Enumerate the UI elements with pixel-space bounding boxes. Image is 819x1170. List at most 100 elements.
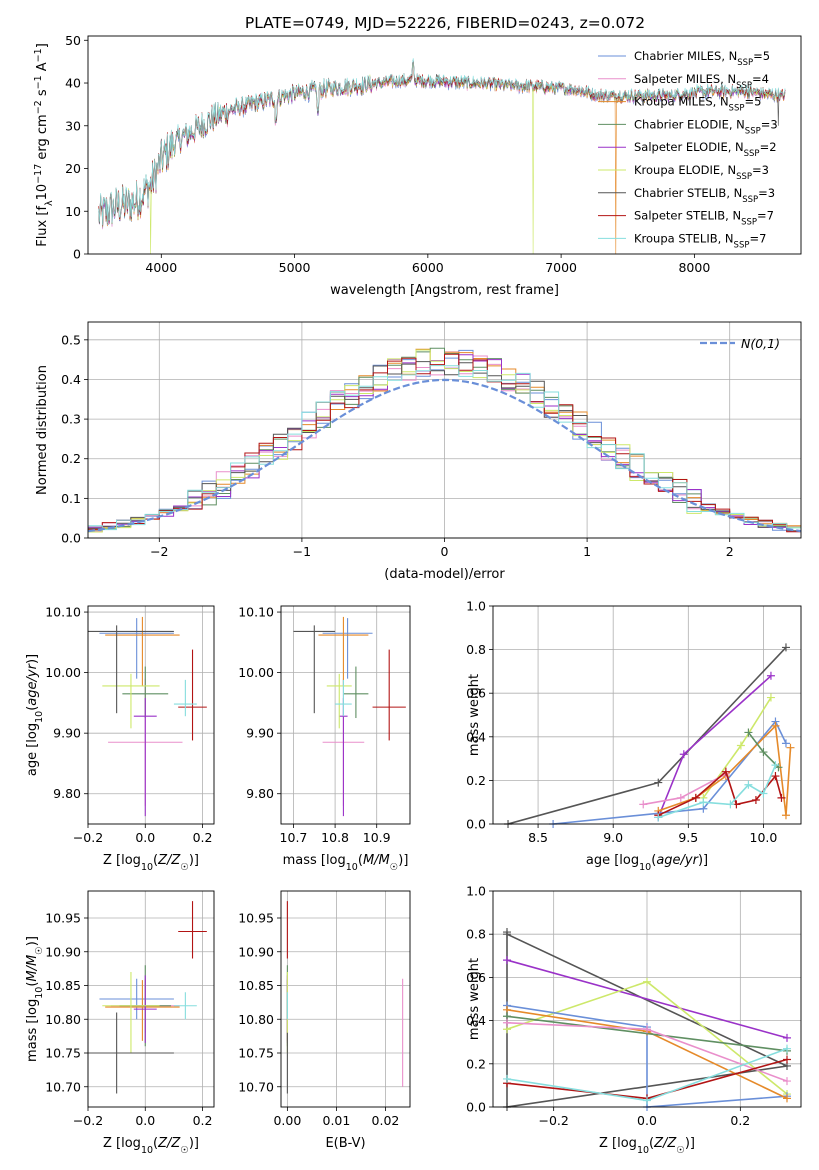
x-tick-label: 2 [726,544,734,559]
x-axis-label: wavelength [Angstrom, rest frame] [330,283,559,298]
y-tick-label: 10.00 [238,665,274,680]
y-tick-label: 0.6 [466,686,486,701]
axes-frame [280,605,411,825]
y-tick-label: 10.10 [45,605,81,620]
y-tick-label: 0.2 [466,773,486,788]
y-tick-label: 0.0 [466,1100,486,1115]
y-tick-label: 0.3 [61,412,81,427]
weight-marker-kroupa_miles [771,721,780,730]
legend-entry: Kroupa ELODIE, NSSP=3 [634,163,769,182]
weight-marker-kroupa_miles [781,811,790,820]
axes-frame [87,321,802,539]
age-vs-mass-panel: 10.7 10.8 10.9 9.80 9.90 10.00 10.10 mass [log1… [238,605,411,873]
y-tick-label: 10 [65,204,81,219]
errorbar-group [88,616,207,817]
y-tick-label: 10.80 [45,1012,81,1027]
y-tick-label: 10.75 [45,1046,81,1061]
weight-marker-salpeter_miles [639,800,648,809]
x-tick-label: 0.2 [193,830,213,845]
age-vs-Z-panel: −0.2 0.0 0.2 9.80 9.90 10.00 10.10 Z [log10(Z/Z… [25,605,215,873]
errorbar-group [293,616,406,817]
y-tick-label: 30 [65,118,81,133]
plot-layer: 4000 5000 6000 7000 800001020304050wavelengt… [25,33,802,1156]
gaussian-curve [87,378,802,533]
y-tick-label: 9.80 [53,786,81,801]
legend-entry: Chabrier ELODIE, NSSP=3 [634,117,778,136]
y-tick-label: 0.1 [61,491,81,506]
legend-entry-gauss: N(0,1) [741,336,780,351]
weight-marker-chabrier_stelib [781,643,790,652]
y-tick-label: 10.70 [45,1079,81,1094]
x-tick-label: 0.0 [637,1113,657,1128]
x-tick-label: 9.5 [678,830,698,845]
x-tick-label: 0.00 [273,1113,301,1128]
y-tick-label: 20 [65,161,81,176]
histogram-panel: −2 −1 0 1 2 0.0 0.1 0.2 0.3 0.4 0.5 N(0,1) (data-mod… [35,321,802,582]
y-tick-label: 1.0 [466,884,486,899]
x-tick-label: 8.5 [528,830,548,845]
legend-entry: Salpeter MILES, NSSP=4 [634,72,769,91]
weight-line-salpeter_elodie [506,959,788,1039]
y-tick-label: 10.10 [238,605,274,620]
x-tick-label: 0 [441,544,449,559]
histogram-step-kroupa_stelib [88,365,801,531]
weight-line-chabrier_miles [553,720,787,825]
legend-entry: Kroupa MILES, NSSP=5 [634,95,761,114]
weight-marker-chabrier_miles [781,739,790,748]
y-tick-label: 0.4 [61,372,81,387]
spectrum-line-kroupa_stelib [98,58,786,226]
weight-marker-chabrier_stelib [503,930,511,939]
histogram-step-chabrier_stelib [88,361,801,532]
y-tick-label: 0.2 [466,1056,486,1071]
weight-marker-salpeter_stelib [777,793,786,802]
y-tick-label: 0.4 [466,729,486,744]
histogram-step-salpeter_stelib [88,353,801,533]
axes-frame [280,890,411,1108]
y-tick-label: 0.2 [61,451,81,466]
x-tick-label: 0.02 [372,1113,400,1128]
axes-frame [87,35,802,255]
x-tick-label: −2 [150,544,168,559]
y-axis-label: mass weight [467,674,482,756]
x-axis-label: mass [log10(M/M☉)] [283,853,409,873]
y-tick-label: 0.8 [466,642,486,657]
spectrum-panel: 4000 5000 6000 7000 8000 0 10 20 30 40 50 wavelengt… [33,33,802,298]
weight-marker-salpeter_miles [676,793,685,802]
y-tick-label: 10.95 [238,911,274,926]
x-tick-label: 9.0 [603,830,623,845]
errorbar-group [88,901,207,1094]
x-tick-label: 10.8 [321,830,349,845]
y-tick-label: 10.90 [238,944,274,959]
weight-marker-kroupa_stelib [759,789,768,798]
weight-marker-salpeter_stelib [783,1055,791,1064]
y-tick-label: 0.8 [466,927,486,942]
x-tick-label: 4000 [145,260,177,275]
weight-line-kroupa_stelib [658,764,777,819]
y-tick-label: 0.4 [466,1013,486,1028]
x-tick-label: 0.2 [193,1113,213,1128]
weight-marker-kroupa_stelib [654,813,663,822]
x-tick-label: 7000 [545,260,577,275]
y-tick-label: 10.90 [45,944,81,959]
y-axis-label: mass weight [467,958,482,1040]
weight-marker-kroupa_elodie [766,693,775,702]
y-tick-label: 0.0 [466,817,486,832]
y-tick-label: 0.0 [61,531,81,546]
weight-marker-chabrier_elodie [759,748,768,757]
axes-frame [492,890,802,1108]
errorbar-group [286,901,404,1094]
weight-marker-kroupa_stelib [699,798,708,807]
weight-marker-chabrier_stelib [654,778,663,787]
weight-marker-salpeter_elodie [783,1033,791,1042]
weight-marker-salpeter_miles [643,1025,651,1034]
y-tick-label: 0 [73,247,81,262]
histogram-step-chabrier_elodie [88,347,801,530]
y-axis-label: Flux [fλ10−17 erg cm−2 s−1 A−1] [33,43,55,247]
y-tick-label: 40 [65,76,81,91]
weight-marker-kroupa_miles [786,743,795,752]
axes-frame [87,890,215,1108]
x-tick-label: 0.0 [135,1113,155,1128]
y-tick-label: 10.00 [45,665,81,680]
x-tick-label: 10.0 [750,830,778,845]
